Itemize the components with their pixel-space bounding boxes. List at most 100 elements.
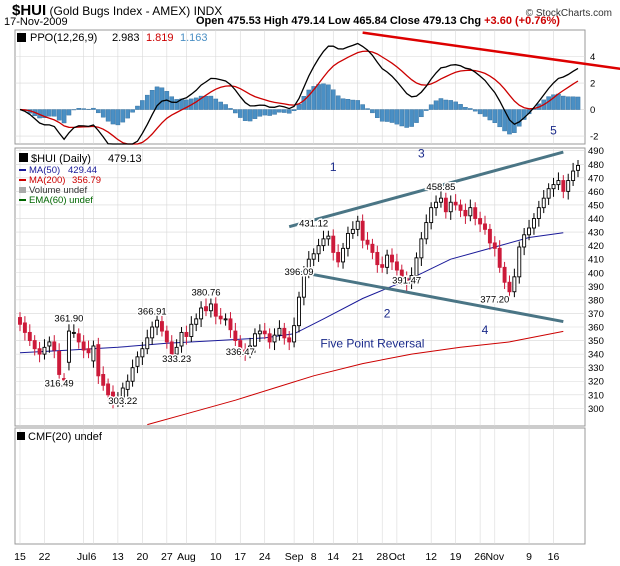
ppo-histogram-bar (399, 109, 405, 127)
symbol-text: $HUI (12, 2, 47, 19)
candle-body (101, 374, 106, 386)
ppo-histogram-bar (345, 99, 351, 110)
ppo-histogram-bar (365, 108, 370, 110)
ppo-histogram-bar (51, 109, 57, 117)
candle-body (262, 330, 267, 335)
price-label: 336.47 (226, 347, 255, 358)
high-label: High (263, 15, 289, 27)
ma50-line (19, 232, 564, 354)
ppo-histogram-bar (472, 109, 478, 112)
candle (527, 219, 532, 241)
ppo-axis-tick: -2 (590, 132, 598, 143)
candle (159, 313, 164, 337)
candle-body (272, 334, 277, 343)
candle-body (404, 277, 409, 285)
candle-body (208, 303, 213, 312)
ppo-histogram-bar (482, 109, 488, 117)
candle (111, 385, 115, 409)
ppo-histogram-bar (551, 94, 556, 110)
candle-body (47, 341, 52, 347)
candle-body (527, 227, 532, 236)
candle (394, 253, 399, 276)
ppo-histogram-bar (375, 109, 380, 118)
x-axis-tick: 20 (137, 551, 149, 563)
candle (571, 162, 576, 186)
candle (262, 322, 267, 340)
ppo-histogram-bar (237, 109, 243, 118)
open-label: Open (196, 15, 225, 27)
candle (135, 351, 140, 374)
open-value: 475.53 (227, 15, 261, 27)
ppo-histogram-bar (130, 109, 135, 113)
cmf-legend-swatch (17, 432, 25, 440)
ppo-histogram-bar (423, 109, 429, 111)
candle (52, 335, 57, 359)
ppo-histogram-bar (56, 109, 62, 121)
candle (438, 190, 443, 208)
candle-body (365, 239, 370, 245)
ppo-histogram-bar (61, 109, 67, 124)
reversal-point-label: 1 (330, 160, 337, 174)
ppo-histogram-bar (228, 108, 233, 110)
price-axis-tick: 360 (588, 323, 604, 334)
candle-body (380, 264, 385, 268)
x-axis-tick: 16 (548, 551, 560, 563)
candle (502, 261, 507, 290)
candle (355, 215, 360, 237)
candle-body (497, 247, 502, 268)
candle-body (556, 180, 561, 186)
x-axis-tick: 26 (474, 551, 486, 563)
candle (468, 199, 473, 222)
candle-body (492, 242, 497, 249)
candle-body (189, 323, 194, 337)
candle (228, 312, 233, 338)
candle (91, 340, 96, 368)
candle (463, 203, 468, 224)
ppo-histogram-bar (389, 109, 395, 123)
candle-body (336, 251, 341, 263)
candle-body (204, 306, 208, 312)
reversal-point-label: 2 (384, 307, 391, 321)
ppo-histogram-bar (404, 109, 409, 128)
candle-body (483, 223, 487, 230)
candle (233, 322, 238, 346)
candle (429, 202, 434, 230)
price-axis-tick: 340 (588, 350, 604, 361)
price-axis-tick: 320 (588, 377, 604, 388)
candle (66, 324, 71, 371)
candle (409, 267, 414, 290)
candle (277, 320, 282, 341)
chg-value: +3.60 (+0.76%) (484, 15, 560, 27)
candle-body (350, 228, 355, 234)
candle-body (394, 261, 399, 271)
ppo-histogram-bar (291, 109, 297, 112)
ppo-histogram-bar (316, 84, 321, 110)
price-axis-tick: 410 (588, 255, 604, 266)
candle-body (18, 317, 22, 325)
candle-body (233, 330, 238, 342)
ppo-histogram-bar (193, 97, 199, 110)
candle-body (282, 327, 287, 339)
candle (86, 340, 91, 359)
price-axis-tick: 490 (588, 146, 604, 157)
reversal-point-label: 3 (418, 146, 425, 160)
ma200-value: 356.79 (72, 175, 101, 186)
ppo-histogram-bar (140, 100, 145, 110)
candle-body (155, 319, 160, 328)
candle-body (164, 330, 169, 343)
ppo-legend-label: PPO(12,26,9) (30, 32, 97, 44)
x-axis-tick: 15 (14, 551, 26, 563)
candle-body (91, 345, 96, 362)
candle-body (145, 337, 150, 350)
price-label: 361.90 (54, 313, 83, 324)
price-axis-tick: 400 (588, 268, 604, 279)
x-axis-tick: 21 (352, 551, 364, 563)
ppo-histogram-bar (512, 109, 517, 133)
candle (287, 331, 292, 351)
ppo-histogram-bar (76, 108, 82, 110)
candle (556, 172, 561, 191)
candle (292, 317, 297, 348)
ppo-histogram-bar (135, 105, 140, 110)
price-axis-tick: 330 (588, 363, 604, 374)
candle-body (125, 380, 130, 390)
